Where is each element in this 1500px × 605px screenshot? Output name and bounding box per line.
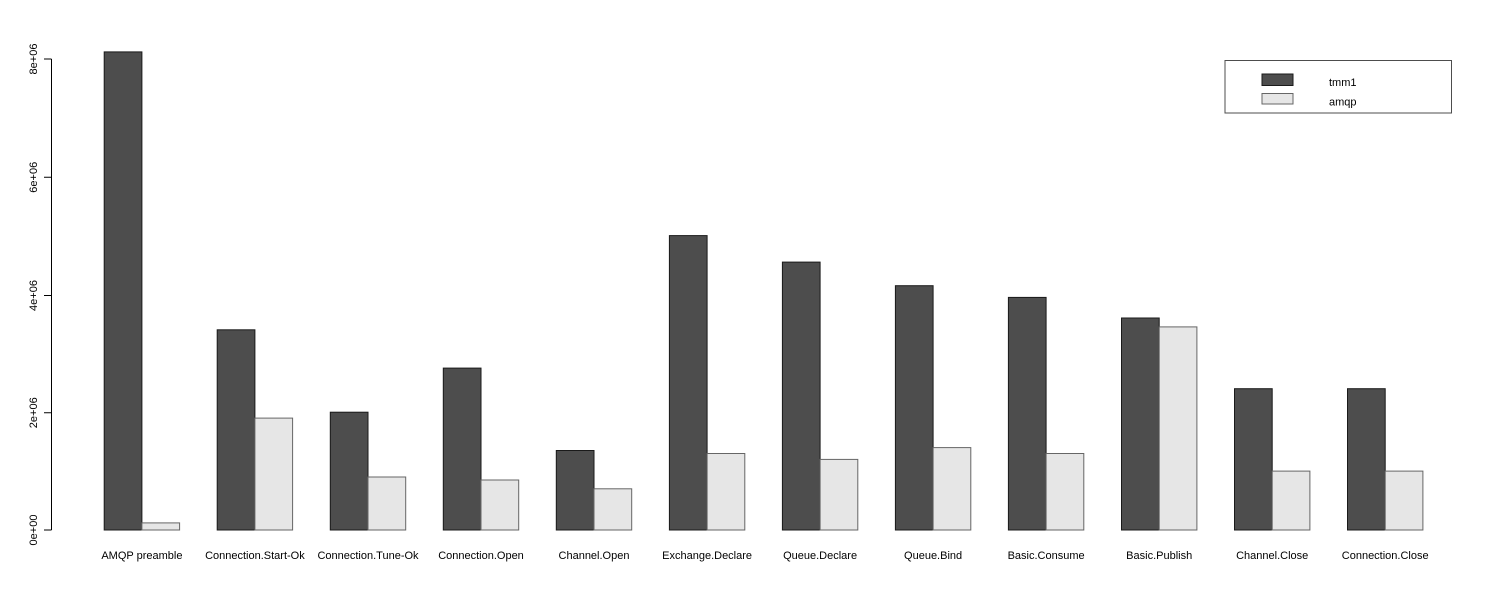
- svg-text:6e+06: 6e+06: [28, 162, 40, 193]
- svg-text:Connection.Close: Connection.Close: [1342, 550, 1429, 562]
- svg-text:0e+00: 0e+00: [28, 515, 40, 546]
- svg-text:Queue.Declare: Queue.Declare: [783, 550, 857, 562]
- svg-text:8e+06: 8e+06: [28, 44, 40, 75]
- svg-text:Channel.Open: Channel.Open: [559, 550, 630, 562]
- svg-text:amqp: amqp: [1329, 97, 1357, 109]
- svg-text:tmm1: tmm1: [1329, 77, 1357, 89]
- svg-text:4e+06: 4e+06: [28, 280, 40, 311]
- svg-text:Basic.Consume: Basic.Consume: [1008, 550, 1085, 562]
- svg-text:Basic.Publish: Basic.Publish: [1126, 550, 1192, 562]
- svg-text:Queue.Bind: Queue.Bind: [904, 550, 962, 562]
- svg-text:Connection.Start-Ok: Connection.Start-Ok: [205, 550, 305, 562]
- svg-text:Channel.Close: Channel.Close: [1236, 550, 1308, 562]
- svg-text:Connection.Tune-Ok: Connection.Tune-Ok: [317, 550, 419, 562]
- svg-text:Connection.Open: Connection.Open: [438, 550, 524, 562]
- svg-text:AMQP preamble: AMQP preamble: [101, 550, 182, 562]
- svg-text:Exchange.Declare: Exchange.Declare: [662, 550, 752, 562]
- svg-text:2e+06: 2e+06: [28, 397, 40, 428]
